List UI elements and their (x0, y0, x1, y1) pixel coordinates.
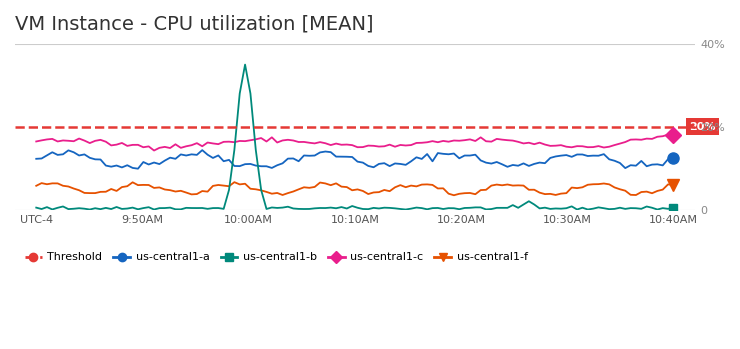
us-central1-b (482, 207, 491, 211)
us-central1-b (659, 206, 667, 210)
Line: us-central1-f: us-central1-f (36, 182, 673, 195)
us-central1-a (659, 163, 667, 168)
us-central1-c (209, 141, 218, 146)
us-central1-c (391, 144, 400, 149)
us-central1-c (664, 133, 673, 137)
us-central1-a (32, 157, 41, 161)
us-central1-c (149, 148, 158, 153)
us-central1-c (171, 142, 180, 146)
us-central1-b (85, 207, 94, 211)
us-central1-c (669, 133, 678, 138)
us-central1-c (653, 135, 662, 139)
us-central1-f (482, 188, 491, 192)
us-central1-f (659, 187, 667, 192)
us-central1-a (396, 162, 405, 166)
Text: 20%: 20% (690, 122, 716, 132)
Line: us-central1-a: us-central1-a (36, 150, 673, 169)
us-central1-a (546, 156, 555, 160)
Text: VM Instance - CPU utilization [MEAN]: VM Instance - CPU utilization [MEAN] (15, 15, 374, 34)
us-central1-f (449, 193, 458, 197)
us-central1-c (32, 139, 41, 143)
us-central1-c (540, 142, 549, 147)
us-central1-f (32, 184, 41, 188)
us-central1-a (133, 166, 142, 171)
us-central1-b (240, 62, 249, 67)
Legend: Threshold, us-central1-a, us-central1-b, us-central1-c, us-central1-f: Threshold, us-central1-a, us-central1-b,… (21, 248, 532, 267)
us-central1-f (669, 183, 678, 187)
us-central1-b (546, 207, 555, 211)
Line: us-central1-b: us-central1-b (36, 65, 673, 209)
us-central1-b (669, 206, 678, 210)
us-central1-f (391, 185, 400, 190)
us-central1-a (669, 156, 678, 161)
us-central1-b (396, 207, 405, 211)
us-central1-f (546, 192, 555, 196)
us-central1-b (32, 206, 41, 210)
us-central1-f (230, 180, 239, 184)
us-central1-f (166, 188, 175, 192)
us-central1-a (171, 157, 180, 161)
us-central1-a (482, 161, 491, 165)
us-central1-c (477, 135, 485, 140)
us-central1-a (214, 153, 223, 157)
us-central1-f (204, 190, 212, 194)
us-central1-b (171, 207, 180, 211)
us-central1-a (198, 148, 206, 152)
Line: us-central1-c: us-central1-c (36, 135, 673, 150)
us-central1-b (209, 206, 218, 210)
